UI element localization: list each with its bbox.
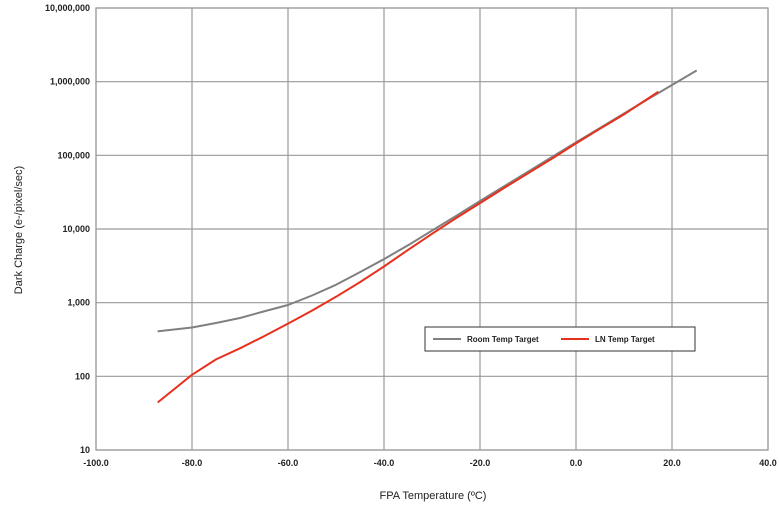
x-axis-label: FPA Temperature (ºC) <box>380 490 487 502</box>
tick-labels: -100.0 -80.0 -60.0 -40.0 -20.0 0.0 20.0 40.0 10 1… <box>45 3 777 468</box>
x-tick-label: 20.0 <box>663 458 681 468</box>
y-tick-label: 100 <box>75 371 90 381</box>
x-tick-label: 40.0 <box>759 458 777 468</box>
grid <box>95 7 769 451</box>
y-tick-label: 10,000 <box>62 224 90 234</box>
x-tick-label: -60.0 <box>278 458 299 468</box>
series-line-ln-temp-target <box>157 91 659 403</box>
x-tick-label: -20.0 <box>470 458 491 468</box>
x-tick-label: -100.0 <box>83 458 109 468</box>
legend-entry: Room Temp Target <box>467 335 539 344</box>
y-tick-label: 100,000 <box>57 150 90 160</box>
y-tick-label: 10,000,000 <box>45 3 90 13</box>
x-tick-label: -80.0 <box>182 458 203 468</box>
y-tick-label: 1,000,000 <box>50 77 90 87</box>
legend-entry: LN Temp Target <box>595 335 655 344</box>
series-layer <box>157 69 697 403</box>
y-tick-label: 10 <box>80 445 90 455</box>
x-tick-label: 0.0 <box>570 458 583 468</box>
y-tick-label: 1,000 <box>67 298 90 308</box>
legend-box <box>424 326 696 352</box>
legend: Room Temp Target LN Temp Target <box>424 326 696 352</box>
y-axis-label: Dark Charge (e-/pixel/sec) <box>13 166 25 294</box>
x-tick-label: -40.0 <box>374 458 395 468</box>
